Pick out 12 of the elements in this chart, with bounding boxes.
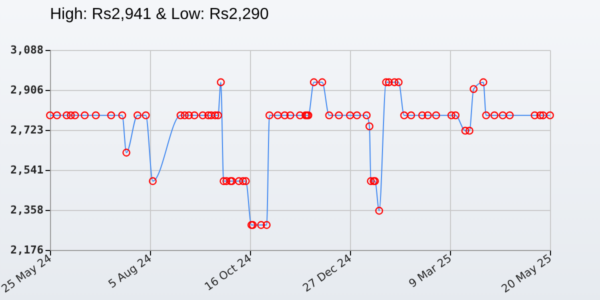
y-tick-label: 2,723 <box>10 124 44 137</box>
y-tick-label: 3,088 <box>10 44 44 56</box>
y-tick-label: 2,358 <box>10 204 44 217</box>
y-tick-label: 2,176 <box>10 244 44 256</box>
x-tick-label: 9 Mar 25 <box>406 252 454 290</box>
x-tick-label: 5 Aug 24 <box>106 252 154 291</box>
y-tick-label: 2,541 <box>10 163 44 176</box>
chart-title: High: Rs2,941 & Low: Rs2,290 <box>50 6 269 23</box>
y-tick-label: 2,906 <box>10 83 44 96</box>
x-tick-label: 16 Oct 24 <box>202 252 254 294</box>
x-tick-label: 20 May 25 <box>499 252 554 296</box>
x-tick-label: 27 Dec 24 <box>300 252 354 295</box>
